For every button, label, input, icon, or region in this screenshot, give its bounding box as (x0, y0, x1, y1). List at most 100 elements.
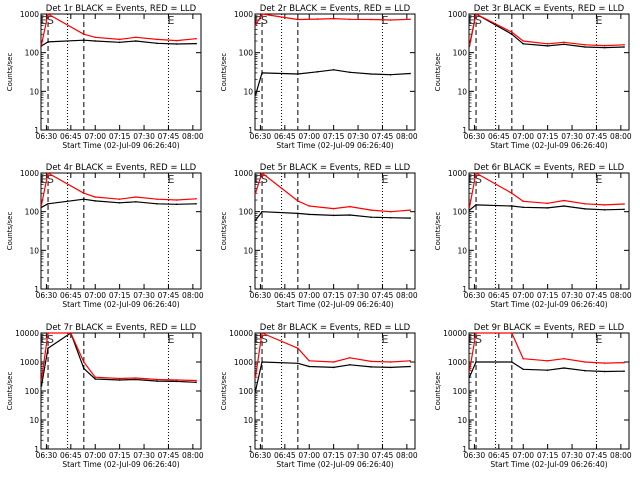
data-point-lld (156, 378, 158, 381)
y-tick-label: 10 (243, 87, 253, 96)
y-axis-label: Counts/sec (434, 372, 442, 411)
data-point-events (195, 42, 197, 45)
y-tick-label: 1 (34, 285, 39, 294)
data-point-events (195, 381, 197, 384)
y-tick-label: 10 (243, 246, 253, 255)
data-point-events (156, 42, 158, 45)
x-tick-label: 06:45 (488, 132, 510, 141)
y-tick-label: 1 (248, 445, 253, 454)
data-point-lld (261, 172, 263, 174)
data-point-lld (156, 198, 158, 200)
data-point-lld (389, 19, 392, 21)
x-tick-label: 07:00 (298, 132, 320, 141)
x-axis-label: Start Time (02-Jul-09 06:26:40) (276, 141, 393, 150)
data-point-lld (349, 357, 351, 359)
data-point-lld (603, 362, 606, 364)
data-point-lld (475, 13, 477, 15)
data-point-lld (370, 209, 372, 211)
data-point-events (261, 210, 263, 213)
data-point-lld (511, 31, 513, 33)
x-tick-label: 08:00 (182, 291, 204, 300)
data-point-events (297, 73, 299, 75)
data-point-events (563, 205, 565, 207)
x-tick-label: 08:00 (396, 451, 418, 460)
x-tick-label: 06:45 (274, 132, 296, 141)
y-tick-label: 100 (453, 49, 468, 58)
y-tick-label: 1 (34, 126, 39, 135)
data-point-lld (175, 379, 178, 381)
data-point-events (261, 72, 263, 74)
x-axis-label: Start Time (02-Jul-09 06:26:40) (276, 460, 393, 469)
detector-panel: Det 4r BLACK = Events, RED = LLD 1 10 100 10… (6, 163, 204, 309)
time-marker-label: E (595, 14, 602, 27)
y-axis-label: Counts/sec (6, 53, 14, 92)
time-marker-label: E (381, 333, 388, 346)
data-point-events (349, 71, 351, 74)
data-point-events (254, 390, 257, 392)
data-point-events (316, 71, 319, 73)
data-point-events (468, 209, 471, 211)
data-point-lld (83, 192, 85, 194)
data-point-events (370, 216, 372, 218)
detector-panel: Det 8r BLACK = Events, RED = LLD 1 10 100 10… (220, 323, 418, 469)
detector-panel: Det 6r BLACK = Events, RED = LLD 1 10 100 10… (434, 163, 632, 309)
data-point-events (47, 203, 49, 205)
time-marker-label: E (255, 173, 262, 186)
series-line-events (254, 361, 411, 392)
data-point-lld (468, 369, 471, 372)
y-tick-label: 10 (243, 416, 253, 425)
x-tick-label: 07:00 (84, 451, 106, 460)
plot-frame (40, 172, 202, 290)
x-tick-label: 06:30 (464, 451, 486, 460)
data-point-lld (468, 44, 471, 46)
data-point-lld (563, 357, 565, 360)
y-tick-label: 1 (248, 126, 253, 135)
x-tick-label: 07:45 (586, 451, 608, 460)
data-point-events (94, 378, 96, 380)
data-point-events (40, 385, 43, 387)
data-point-events (135, 40, 137, 42)
data-point-events (522, 368, 524, 371)
data-point-lld (195, 198, 197, 200)
data-point-events (584, 369, 586, 372)
plot-frame (40, 332, 202, 450)
data-point-lld (563, 41, 565, 44)
x-tick-label: 06:30 (250, 451, 272, 460)
series-line-lld (40, 332, 197, 382)
y-tick-label: 1000 (448, 358, 467, 367)
x-tick-label: 06:30 (250, 132, 272, 141)
y-tick-label: 1 (462, 285, 467, 294)
data-point-lld (94, 196, 96, 198)
plot-frame (254, 332, 416, 450)
x-tick-label: 07:30 (561, 451, 583, 460)
x-tick-label: 06:30 (464, 132, 486, 141)
x-tick-label: 08:00 (396, 291, 418, 300)
plot-frame (468, 13, 630, 131)
chart-title: Det 1r BLACK = Events, RED = LLD (46, 4, 197, 14)
time-marker-label: S (475, 14, 482, 27)
data-point-lld (261, 13, 263, 15)
data-point-lld (349, 18, 351, 21)
x-tick-label: 07:45 (372, 291, 394, 300)
y-tick-label: 100 (453, 387, 468, 396)
y-tick-label: 10 (29, 246, 39, 255)
data-point-events (409, 72, 411, 75)
x-tick-label: 06:30 (464, 291, 486, 300)
y-tick-label: 1000 (20, 358, 39, 367)
data-point-events (332, 366, 335, 369)
data-point-events (511, 205, 513, 207)
y-tick-label: 100 (25, 208, 40, 217)
x-axis-label: Start Time (02-Jul-09 06:26:40) (490, 300, 607, 309)
x-tick-label: 07:00 (512, 291, 534, 300)
y-tick-label: 100 (239, 387, 254, 396)
data-point-lld (308, 205, 311, 207)
plot-frame (468, 172, 630, 290)
data-point-lld (40, 204, 43, 206)
data-point-lld (409, 209, 411, 211)
x-tick-label: 07:00 (512, 451, 534, 460)
y-axis-label: Counts/sec (434, 212, 442, 251)
data-point-events (623, 370, 625, 373)
data-point-events (40, 206, 43, 209)
y-tick-label: 1 (462, 126, 467, 135)
